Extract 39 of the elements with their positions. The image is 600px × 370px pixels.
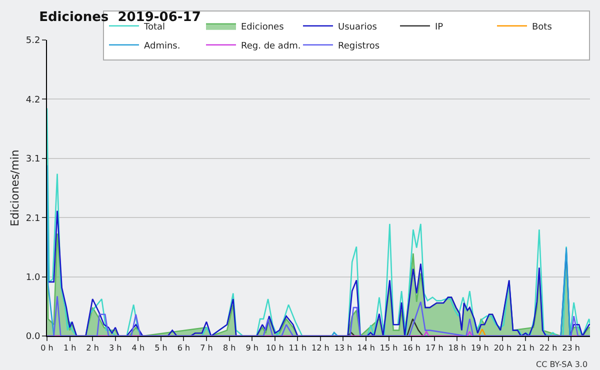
x-tick-label: 20 h — [494, 344, 512, 353]
x-tick-label: 13 h — [334, 344, 352, 353]
x-tick-label: 23 h — [562, 344, 580, 353]
x-tick-label: 14 h — [357, 344, 375, 353]
x-tick-label: 16 h — [402, 344, 420, 353]
x-tick-label: 15 h — [380, 344, 398, 353]
x-tick-label: 12 h — [312, 344, 330, 353]
legend-label: Reg. de adm. — [241, 41, 301, 52]
text: CC BY-SA 3.0 — [536, 360, 588, 369]
legend-label: Registros — [338, 41, 380, 52]
legend-label: IP — [435, 22, 444, 32]
y-tick-label: 5.2 — [26, 36, 40, 46]
x-tick-label: 1 h — [63, 344, 76, 353]
x-tick-label: 18 h — [448, 344, 466, 353]
x-tick-label: 3 h — [109, 344, 122, 353]
x-tick-label: 9 h — [246, 344, 258, 353]
x-tick-label: 10 h — [266, 344, 284, 353]
x-tick-label: 2 h — [86, 344, 99, 353]
legend-label: Admins. — [144, 41, 180, 52]
x-tick-label: 8 h — [222, 344, 236, 353]
x-tick-label: 7 h — [200, 344, 213, 353]
y-tick-label: 3.1 — [26, 154, 40, 165]
x-tick-label: 22 h — [539, 344, 558, 353]
y-axis-title: Ediciones/min — [8, 150, 22, 226]
x-tick-label: 11 h — [288, 344, 307, 353]
legend-label: Usuarios — [338, 22, 378, 32]
y-tick-label: 1.0 — [26, 272, 40, 283]
legend-label: Ediciones — [241, 22, 284, 32]
y-tick-label: 2.1 — [26, 214, 40, 224]
x-tick-label: 21 h — [516, 344, 534, 353]
y-tick-label: 4.2 — [26, 95, 40, 106]
y-tick-label: 0.0 — [26, 332, 40, 342]
x-tick-label: 5 h — [154, 344, 168, 353]
legend-label: Bots — [532, 22, 552, 32]
x-tick-label: 17 h — [425, 344, 444, 353]
x-tick-label: 6 h — [177, 344, 190, 353]
x-tick-label: 19 h — [471, 344, 489, 353]
x-tick-label: 0 h — [40, 344, 54, 353]
x-tick-label: 4 h — [132, 344, 144, 353]
